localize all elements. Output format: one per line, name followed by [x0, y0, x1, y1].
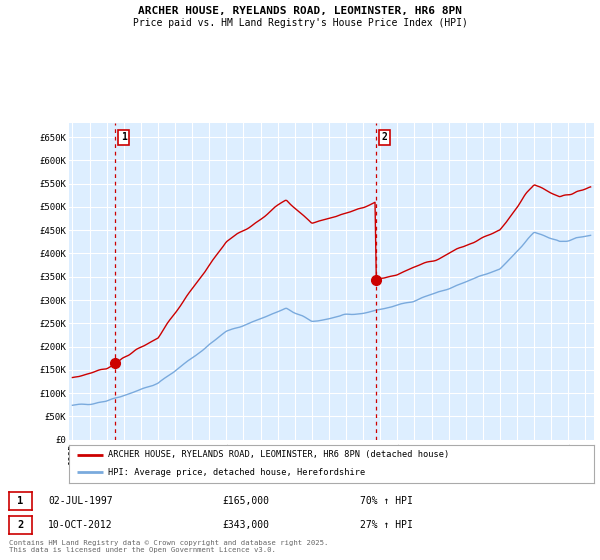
Text: Price paid vs. HM Land Registry's House Price Index (HPI): Price paid vs. HM Land Registry's House … [133, 18, 467, 28]
Text: 1: 1 [17, 496, 23, 506]
Text: 27% ↑ HPI: 27% ↑ HPI [360, 520, 413, 530]
Text: 10-OCT-2012: 10-OCT-2012 [48, 520, 113, 530]
Text: 2: 2 [17, 520, 23, 530]
Text: HPI: Average price, detached house, Herefordshire: HPI: Average price, detached house, Here… [109, 468, 365, 477]
Text: £165,000: £165,000 [222, 496, 269, 506]
Text: 1: 1 [121, 132, 127, 142]
Text: 70% ↑ HPI: 70% ↑ HPI [360, 496, 413, 506]
Text: Contains HM Land Registry data © Crown copyright and database right 2025.
This d: Contains HM Land Registry data © Crown c… [9, 540, 328, 553]
Text: ARCHER HOUSE, RYELANDS ROAD, LEOMINSTER, HR6 8PN (detached house): ARCHER HOUSE, RYELANDS ROAD, LEOMINSTER,… [109, 450, 449, 459]
Text: £343,000: £343,000 [222, 520, 269, 530]
Text: 02-JUL-1997: 02-JUL-1997 [48, 496, 113, 506]
Text: 2: 2 [382, 132, 388, 142]
Text: ARCHER HOUSE, RYELANDS ROAD, LEOMINSTER, HR6 8PN: ARCHER HOUSE, RYELANDS ROAD, LEOMINSTER,… [138, 6, 462, 16]
